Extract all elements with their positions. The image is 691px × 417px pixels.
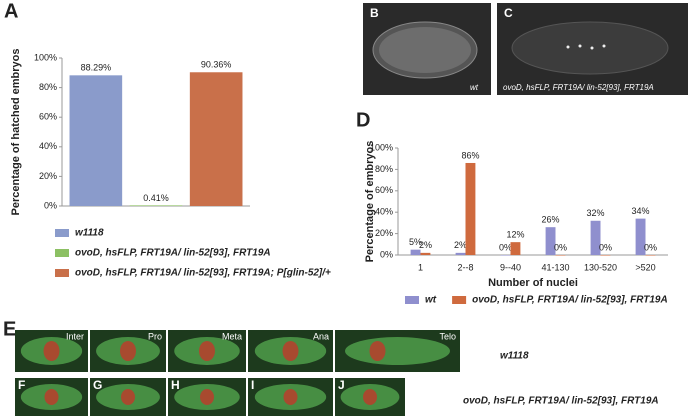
value-label: 12%	[506, 230, 524, 240]
value-label: 5%	[409, 237, 422, 247]
bar	[545, 227, 556, 255]
y-tick-label: 80%	[375, 164, 393, 174]
value-label: 0%	[554, 242, 567, 252]
legend-label: wt	[425, 295, 437, 306]
row-label: ovoD, hsFLP, FRT19A/ lin-52[93], FRT19A	[463, 396, 659, 407]
y-tick-label: 100%	[34, 52, 57, 62]
panel-label: I	[251, 378, 254, 392]
bar	[600, 255, 611, 256]
legend-label: ovoD, hsFLP, FRT19A/ lin-52[93], FRT19A;…	[75, 268, 331, 279]
legend-swatch	[55, 249, 69, 257]
value-label: 2%	[419, 240, 432, 250]
panel-label: C	[504, 6, 513, 20]
chromatin	[282, 341, 299, 361]
value-label: 88.29%	[81, 63, 112, 73]
phase-label: Meta	[222, 331, 242, 341]
bar	[69, 75, 123, 206]
bar	[590, 220, 601, 255]
y-tick-label: 0%	[44, 200, 57, 210]
value-label: 0%	[499, 242, 512, 252]
y-tick-label: 60%	[375, 185, 393, 195]
panel-label: F	[18, 378, 25, 392]
chromatin	[369, 341, 386, 361]
panel-label: B	[370, 6, 379, 20]
bar	[635, 218, 646, 255]
chromatin	[283, 389, 298, 405]
bar	[510, 242, 521, 255]
embryo	[511, 21, 669, 75]
value-label: 0.41%	[143, 193, 169, 203]
y-tick-label: 40%	[375, 207, 393, 217]
panel-label: J	[338, 378, 345, 392]
chromatin	[44, 389, 59, 405]
bar	[555, 255, 566, 256]
x-tick-label: 1	[418, 262, 423, 272]
nuclei	[566, 44, 606, 50]
x-tick-label: 2--8	[457, 262, 473, 272]
value-label: 34%	[632, 206, 650, 216]
legend-swatch	[452, 296, 467, 304]
value-label: 0%	[599, 242, 612, 252]
legend-swatch	[55, 229, 69, 237]
nuclei	[379, 27, 471, 73]
panel-label: D	[356, 109, 370, 131]
panel-label: G	[93, 378, 102, 392]
bar	[455, 252, 466, 255]
bar	[420, 252, 431, 255]
x-tick-label: 9--40	[500, 262, 521, 272]
phase-label: Inter	[66, 331, 84, 341]
legend-swatch	[405, 296, 419, 304]
x-axis-label: Number of nuclei	[488, 277, 578, 289]
chromatin	[200, 389, 214, 405]
spindle	[345, 337, 450, 365]
y-tick-label: 0%	[380, 249, 393, 259]
micrograph-panel: Inter Pro Meta Ana Telo F G H I J	[15, 330, 460, 416]
bar	[645, 255, 656, 256]
phase-label: Telo	[439, 331, 456, 341]
y-tick-label: 60%	[39, 112, 57, 122]
legend-label: ovoD, hsFLP, FRT19A/ lin-52[93], FRT19A	[472, 295, 668, 306]
bar	[465, 162, 476, 255]
chromatin	[120, 341, 136, 361]
phase-label: Ana	[313, 331, 329, 341]
panel-label: A	[4, 0, 18, 22]
legend-label: ovoD, hsFLP, FRT19A/ lin-52[93], FRT19A	[75, 248, 271, 259]
chromatin	[121, 389, 135, 405]
chromatin	[199, 341, 215, 361]
value-label: 2%	[454, 240, 467, 250]
value-label: 86%	[461, 150, 479, 160]
y-tick-label: 20%	[39, 171, 57, 181]
legend-label: w1118	[75, 228, 104, 239]
bar	[129, 205, 183, 206]
value-label: 26%	[542, 215, 560, 225]
chromatin	[363, 389, 377, 405]
y-axis-label: Percentage of embryos	[364, 141, 376, 263]
image-label: wt	[470, 83, 479, 92]
value-label: 90.36%	[201, 60, 232, 70]
y-tick-label: 20%	[375, 228, 393, 238]
legend-swatch	[55, 269, 69, 277]
y-tick-label: 100%	[370, 142, 393, 152]
row-label: w1118	[500, 351, 529, 362]
bar	[410, 249, 421, 255]
y-tick-label: 80%	[39, 82, 57, 92]
value-label: 0%	[644, 242, 657, 252]
x-tick-label: 41-130	[541, 262, 569, 272]
y-tick-label: 40%	[39, 141, 57, 151]
value-label: 32%	[587, 208, 605, 218]
image-label: ovoD, hsFLP, FRT19A/ lin-52[93], FRT19A	[503, 83, 654, 92]
panel-label: H	[171, 378, 180, 392]
y-axis-label: Percentage of hatched embryos	[10, 49, 22, 216]
bar	[189, 72, 243, 206]
chromatin	[43, 341, 60, 361]
x-tick-label: 130-520	[584, 262, 617, 272]
phase-label: Pro	[148, 331, 162, 341]
x-tick-label: >520	[635, 262, 655, 272]
panel-label: E	[3, 318, 16, 340]
bar	[500, 255, 511, 256]
